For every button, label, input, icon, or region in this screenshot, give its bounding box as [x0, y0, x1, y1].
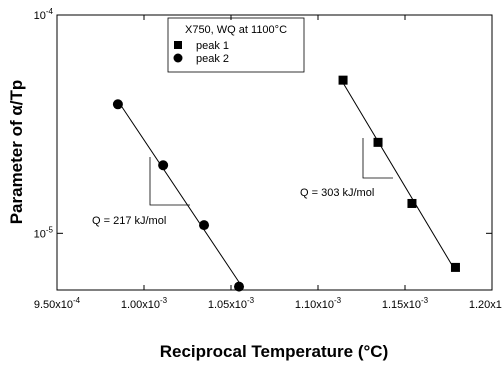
- point: [407, 198, 417, 208]
- x-axis-title: Reciprocal Temperature (°C): [160, 342, 389, 361]
- slope-triangle: [362, 138, 393, 179]
- annotation: Q = 303 kJ/mol: [300, 187, 374, 199]
- legend-marker: [174, 41, 182, 49]
- slope-triangle: [149, 157, 190, 206]
- legend-label: peak 1: [196, 40, 229, 52]
- legend-label: peak 2: [196, 53, 229, 65]
- plot-frame: [56, 14, 493, 291]
- y-tick-label: 10-4: [34, 7, 54, 22]
- legend-title: X750, WQ at 1100°C: [185, 24, 287, 36]
- point: [199, 220, 210, 231]
- x-tick-label: 9.50x10-4: [34, 296, 81, 311]
- point: [112, 99, 123, 110]
- point: [338, 75, 348, 85]
- fit-line: [342, 82, 456, 272]
- x-tick-label: 1.10x10-3: [295, 296, 342, 311]
- annotation: Q = 217 kJ/mol: [92, 215, 166, 227]
- x-tick-label: 1.15x10-3: [382, 296, 429, 311]
- fit-line: [117, 100, 240, 283]
- y-tick-label: 10-5: [34, 225, 54, 240]
- legend-box: [167, 17, 305, 73]
- legend-marker: [173, 53, 183, 63]
- point: [158, 160, 169, 171]
- point: [450, 262, 460, 272]
- point: [234, 281, 245, 292]
- y-axis-title: Parameter of α/Tp: [7, 80, 26, 225]
- x-tick-label: 1.20x10-3: [469, 296, 502, 311]
- x-tick-label: 1.00x10-3: [121, 296, 168, 311]
- point: [373, 137, 383, 147]
- x-tick-label: 1.05x10-3: [208, 296, 255, 311]
